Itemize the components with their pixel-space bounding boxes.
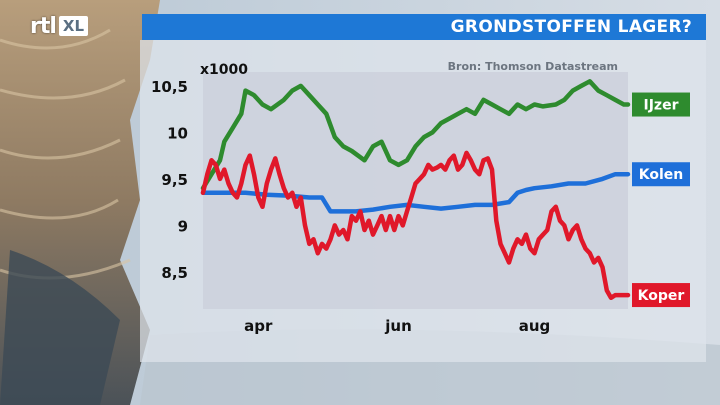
y-tick-label: 9 bbox=[178, 217, 188, 235]
series-label-box bbox=[632, 162, 690, 187]
series-label-box bbox=[632, 283, 690, 308]
logo-badge: XL bbox=[58, 16, 89, 36]
series-label-koper: Koper bbox=[632, 283, 690, 308]
x-tick-label: jun bbox=[384, 317, 412, 335]
series-label-text: IJzer bbox=[644, 98, 679, 114]
source-label: Bron: Thomson Datastream bbox=[448, 60, 618, 73]
unit-label: x1000 bbox=[200, 62, 248, 78]
x-tick-label: apr bbox=[244, 317, 273, 335]
chart-title: GRONDSTOFFEN LAGER? bbox=[450, 17, 692, 37]
y-tick-label: 8,5 bbox=[161, 264, 188, 282]
series-label-text: Kolen bbox=[639, 167, 683, 183]
x-tick-label: aug bbox=[519, 317, 551, 335]
title-bar: GRONDSTOFFEN LAGER? bbox=[142, 14, 706, 40]
series-label-ijzer: IJzer bbox=[632, 92, 690, 117]
series-line-koper bbox=[200, 150, 631, 301]
series-line-kolen bbox=[200, 171, 631, 214]
series-label-kolen: Kolen bbox=[632, 162, 690, 187]
rtl-xl-logo: rtl XL bbox=[30, 13, 89, 39]
series-line-ijzer bbox=[200, 79, 631, 191]
y-tick-label: 9,5 bbox=[161, 171, 188, 189]
logo-text: rtl bbox=[30, 13, 57, 39]
y-tick-label: 10,5 bbox=[151, 78, 188, 96]
y-tick-label: 10 bbox=[167, 124, 188, 142]
series-label-box bbox=[632, 92, 690, 117]
series-label-text: Koper bbox=[638, 288, 685, 304]
